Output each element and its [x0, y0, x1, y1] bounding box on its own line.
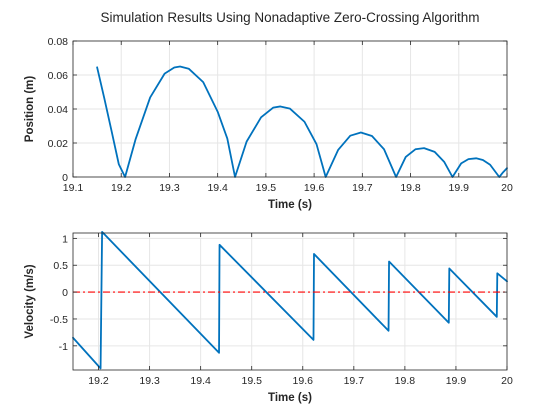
position-x-tick-label: 19.1 [63, 182, 84, 194]
position-x-tick-label: 19.6 [304, 182, 325, 194]
velocity-y-tick-label: 0 [62, 287, 68, 299]
position-x-tick-label: 19.5 [256, 182, 277, 194]
position-series-line [96, 65, 508, 178]
position-x-tick-label: 20 [501, 182, 513, 194]
position-y-tick-label: 0.02 [48, 138, 69, 150]
velocity-series-line [72, 231, 508, 370]
velocity-x-tick-label: 20 [501, 375, 513, 387]
position-y-tick-label: 0.08 [48, 36, 69, 48]
velocity-x-tick-label: 19.9 [446, 375, 467, 387]
velocity-y-tick-label: -0.5 [50, 314, 68, 326]
position-x-tick-label: 19.4 [207, 182, 228, 194]
position-y-tick-label: 0.04 [48, 104, 69, 116]
velocity-x-tick-label: 19.2 [88, 375, 109, 387]
velocity-x-tick-label: 19.7 [344, 375, 365, 387]
position-x-tick-label: 19.3 [159, 182, 180, 194]
position-x-tick-label: 19.7 [352, 182, 373, 194]
velocity-y-tick-label: 1 [62, 233, 68, 245]
velocity-y-tick-label: -1 [59, 341, 68, 353]
velocity-x-tick-label: 19.3 [139, 375, 160, 387]
figure-title: Simulation Results Using Nonadaptive Zer… [101, 10, 480, 25]
position-x-tick-label: 19.2 [111, 182, 132, 194]
velocity-x-axis-label: Time (s) [268, 392, 312, 404]
position-y-tick-label: 0 [62, 172, 68, 184]
position-x-tick-label: 19.9 [449, 182, 470, 194]
position-plot: 19.1 19.2 19.3 19.4 19.5 19.6 19.7 19.8 19.9 20 0 0… [24, 36, 513, 211]
velocity-y-tick-label: 0.5 [53, 260, 68, 272]
velocity-axes-box [72, 232, 508, 371]
position-y-tick-label: 0.06 [48, 70, 69, 82]
position-x-tick-label: 19.8 [400, 182, 421, 194]
velocity-x-tick-label: 19.8 [395, 375, 416, 387]
velocity-x-tick-label: 19.6 [293, 375, 314, 387]
velocity-x-tick-label: 19.4 [190, 375, 211, 387]
velocity-plot: 19.2 19.3 19.4 19.5 19.6 19.7 19.8 19.9 20 -1 -0.5… [24, 231, 513, 404]
position-x-axis-label: Time (s) [268, 199, 312, 211]
position-y-axis-label: Position (m) [24, 76, 36, 143]
velocity-y-axis-label: Velocity (m/s) [24, 264, 36, 338]
velocity-axes-background [73, 233, 507, 370]
velocity-x-tick-label: 19.5 [241, 375, 262, 387]
